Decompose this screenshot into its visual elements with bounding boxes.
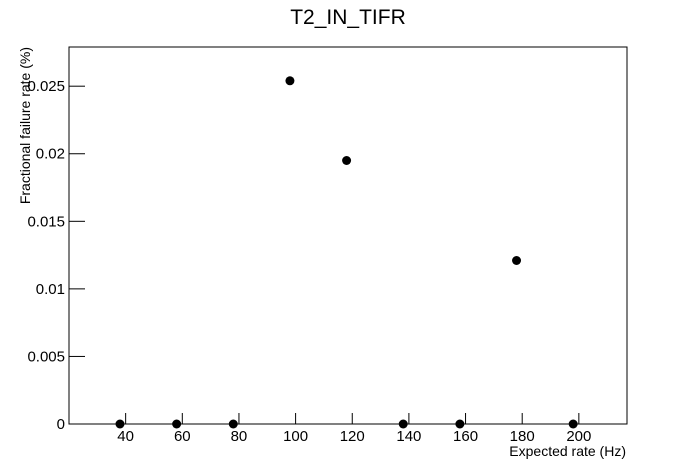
y-tick-label: 0.025 — [27, 78, 65, 95]
x-tick-label: 40 — [117, 428, 134, 445]
x-tick-label: 60 — [174, 428, 191, 445]
data-point — [398, 419, 408, 429]
y-axis-label: Fractional failure rate (%) — [17, 47, 33, 204]
data-point — [512, 255, 522, 265]
data-point — [228, 419, 238, 429]
x-tick-label: 180 — [510, 428, 535, 445]
x-tick-label: 120 — [340, 428, 365, 445]
y-tick-label: 0.005 — [27, 348, 65, 365]
y-tick-label: 0 — [57, 416, 65, 433]
data-point — [342, 156, 352, 166]
data-point — [172, 419, 182, 429]
data-point — [455, 419, 465, 429]
x-tick-label: 80 — [231, 428, 248, 445]
x-tick-label: 100 — [283, 428, 308, 445]
x-tick-label: 140 — [396, 428, 421, 445]
y-tick-label: 0.01 — [36, 281, 65, 298]
x-axis-label: Expected rate (Hz) — [509, 443, 626, 459]
y-tick-label: 0.015 — [27, 213, 65, 230]
y-tick-label: 0.02 — [36, 146, 65, 163]
chart-title: T2_IN_TIFR — [290, 6, 406, 29]
data-point — [568, 419, 578, 429]
data-point — [285, 76, 295, 86]
plot-frame — [68, 46, 628, 425]
data-point — [115, 419, 125, 429]
x-tick-label: 160 — [453, 428, 478, 445]
x-tick-label: 200 — [566, 428, 591, 445]
